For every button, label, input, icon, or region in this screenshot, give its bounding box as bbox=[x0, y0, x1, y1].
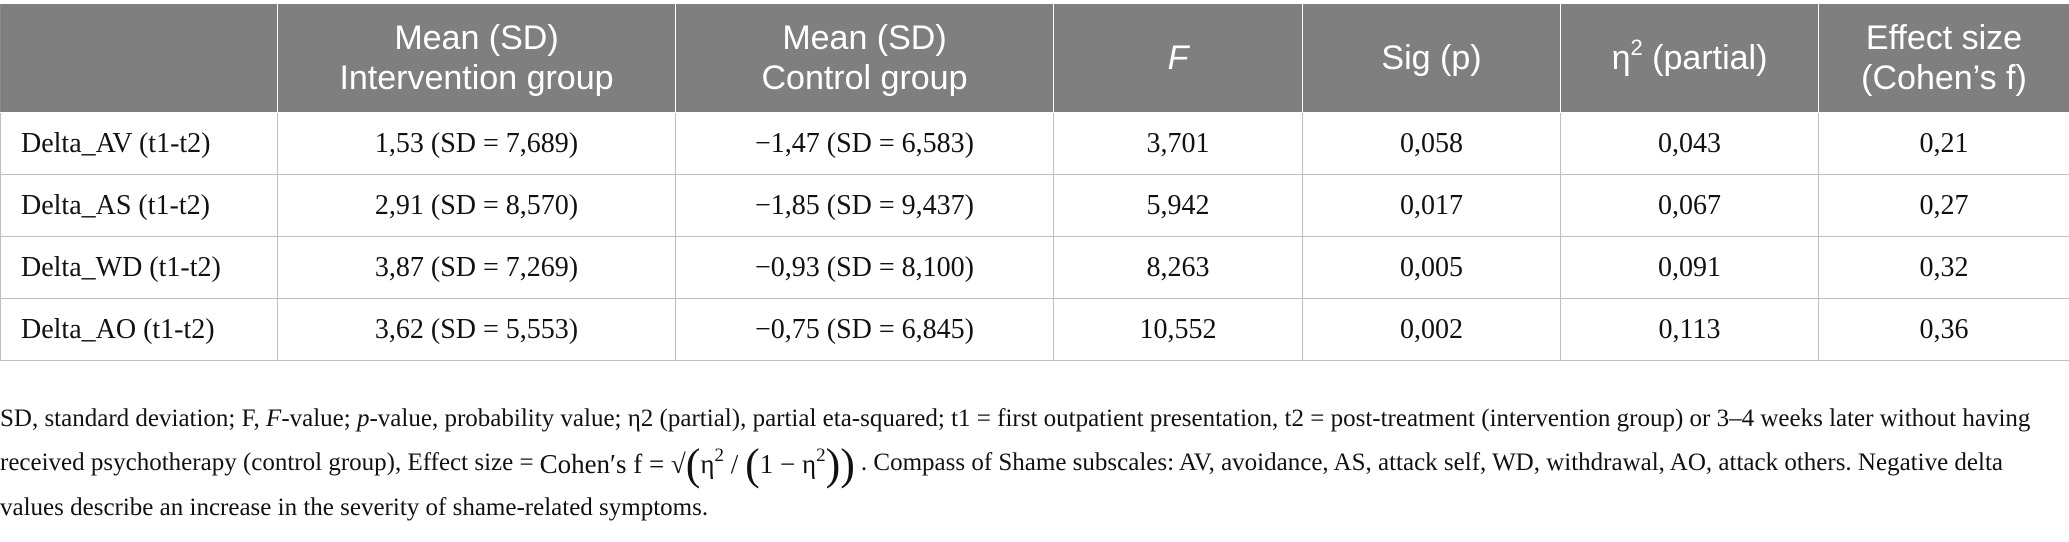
f-cell: 3,701 bbox=[1053, 112, 1303, 175]
table-row: Delta_AO (t1-t2) 3,62 (SD = 5,553) −0,75… bbox=[0, 298, 2069, 361]
row-label: Delta_WD (t1-t2) bbox=[0, 236, 278, 299]
control-cell: −1,85 (SD = 9,437) bbox=[675, 174, 1054, 237]
header-f: F bbox=[1053, 4, 1303, 113]
header-sig: Sig (p) bbox=[1302, 4, 1561, 113]
header-eta: η2 (partial) bbox=[1560, 4, 1819, 113]
eta-cell: 0,043 bbox=[1560, 112, 1819, 175]
effect-cell: 0,32 bbox=[1818, 236, 2069, 299]
eta-cell: 0,067 bbox=[1560, 174, 1819, 237]
row-label: Delta_AO (t1-t2) bbox=[0, 298, 278, 361]
effect-cell: 0,21 bbox=[1818, 112, 2069, 175]
header-empty bbox=[0, 4, 278, 113]
table-row: Delta_AS (t1-t2) 2,91 (SD = 8,570) −1,85… bbox=[0, 174, 2069, 237]
f-cell: 8,263 bbox=[1053, 236, 1303, 299]
control-cell: −0,75 (SD = 6,845) bbox=[675, 298, 1054, 361]
row-label: Delta_AS (t1-t2) bbox=[0, 174, 278, 237]
row-label: Delta_AV (t1-t2) bbox=[0, 112, 278, 175]
header-intervention: Mean (SD) Intervention group bbox=[277, 4, 676, 113]
p-cell: 0,005 bbox=[1302, 236, 1561, 299]
effect-cell: 0,36 bbox=[1818, 298, 2069, 361]
intervention-cell: 3,62 (SD = 5,553) bbox=[277, 298, 676, 361]
table-row: Delta_WD (t1-t2) 3,87 (SD = 7,269) −0,93… bbox=[0, 236, 2069, 299]
footnote-text: SD, standard deviation; F, F-value; p-va… bbox=[0, 405, 2031, 522]
cohens-f-formula: Cohen′s f = √(η2 / (1 − η2)) bbox=[539, 440, 855, 490]
effect-cell: 0,27 bbox=[1818, 174, 2069, 237]
eta-cell: 0,113 bbox=[1560, 298, 1819, 361]
results-table: Mean (SD) Intervention group Mean (SD) Con… bbox=[0, 4, 2069, 361]
control-cell: −0,93 (SD = 8,100) bbox=[675, 236, 1054, 299]
p-cell: 0,017 bbox=[1302, 174, 1561, 237]
header-row: Mean (SD) Intervention group Mean (SD) Con… bbox=[0, 4, 2069, 113]
intervention-cell: 1,53 (SD = 7,689) bbox=[277, 112, 676, 175]
control-cell: −1,47 (SD = 6,583) bbox=[675, 112, 1054, 175]
intervention-cell: 2,91 (SD = 8,570) bbox=[277, 174, 676, 237]
p-cell: 0,002 bbox=[1302, 298, 1561, 361]
table-row: Delta_AV (t1-t2) 1,53 (SD = 7,689) −1,47… bbox=[0, 112, 2069, 175]
f-cell: 5,942 bbox=[1053, 174, 1303, 237]
intervention-cell: 3,87 (SD = 7,269) bbox=[277, 236, 676, 299]
header-control: Mean (SD) Control group bbox=[675, 4, 1054, 113]
p-cell: 0,058 bbox=[1302, 112, 1561, 175]
eta-cell: 0,091 bbox=[1560, 236, 1819, 299]
f-cell: 10,552 bbox=[1053, 298, 1303, 361]
header-effect-size: Effect size (Cohen’s f) bbox=[1818, 4, 2069, 113]
table-footnote: SD, standard deviation; F, F-value; p-va… bbox=[0, 397, 2069, 530]
